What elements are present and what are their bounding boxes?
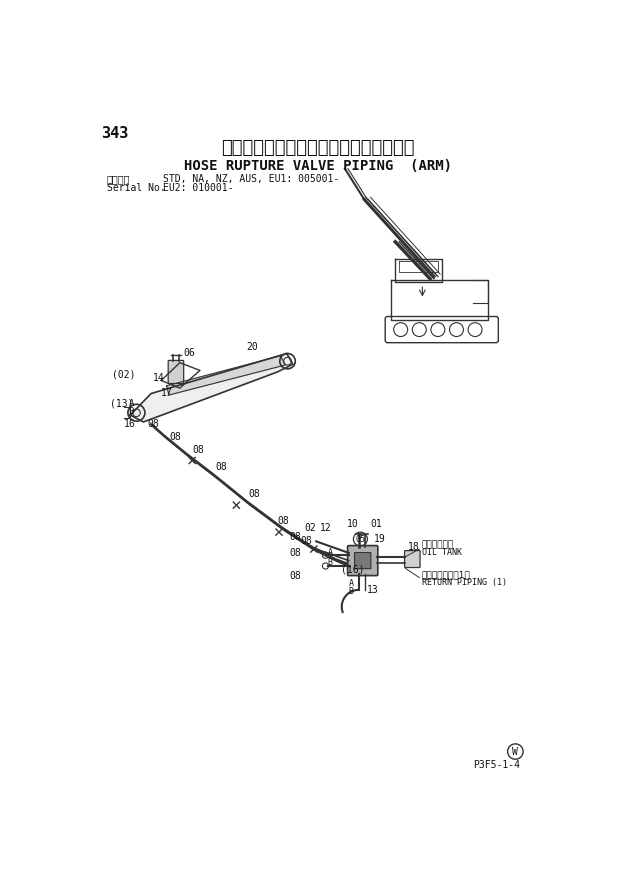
- Text: 01: 01: [371, 519, 382, 529]
- Text: 08: 08: [278, 516, 289, 526]
- Text: 12: 12: [320, 523, 332, 533]
- Text: P3F5-1-4: P3F5-1-4: [472, 760, 520, 770]
- FancyBboxPatch shape: [355, 553, 371, 568]
- FancyBboxPatch shape: [404, 551, 420, 567]
- Text: 19: 19: [374, 534, 386, 544]
- Text: (13): (13): [110, 398, 133, 409]
- FancyBboxPatch shape: [348, 546, 378, 575]
- Text: STD, NA, NZ, AUS, EU1: 005001-: STD, NA, NZ, AUS, EU1: 005001-: [162, 174, 339, 184]
- Text: EU2: 010001-: EU2: 010001-: [162, 183, 233, 193]
- Text: 08: 08: [148, 419, 159, 430]
- Text: 13: 13: [366, 585, 378, 595]
- Text: ホースラプチャーバルブ配管（アーム）: ホースラプチャーバルブ配管（アーム）: [221, 140, 415, 157]
- Text: 08: 08: [169, 432, 180, 443]
- Text: A: A: [129, 399, 134, 408]
- Text: 17: 17: [161, 388, 173, 398]
- Text: 08: 08: [192, 444, 204, 455]
- Text: 08: 08: [289, 571, 301, 581]
- Text: 16: 16: [124, 419, 136, 430]
- Text: W: W: [513, 746, 518, 757]
- Text: 18: 18: [408, 542, 419, 552]
- Text: 08: 08: [289, 533, 301, 542]
- Text: (16): (16): [341, 565, 365, 574]
- Text: 14: 14: [153, 373, 164, 383]
- Text: 08: 08: [289, 548, 301, 558]
- Text: B: B: [129, 408, 134, 416]
- Text: 343: 343: [100, 127, 128, 141]
- Text: RETURN PIPING (1): RETURN PIPING (1): [422, 578, 507, 587]
- Text: B: B: [348, 587, 354, 596]
- Text: リターン配管（1）: リターン配管（1）: [422, 570, 471, 579]
- Text: (02): (02): [112, 369, 135, 379]
- Text: 05: 05: [355, 534, 365, 544]
- Text: 10: 10: [347, 519, 359, 529]
- Text: 02: 02: [304, 523, 316, 533]
- FancyBboxPatch shape: [168, 361, 184, 383]
- Polygon shape: [130, 354, 293, 422]
- Text: B: B: [327, 558, 333, 567]
- Text: OIL TANK: OIL TANK: [422, 548, 462, 557]
- Polygon shape: [167, 356, 285, 395]
- Text: 08: 08: [216, 462, 227, 471]
- Text: 適用号機: 適用号機: [107, 174, 130, 184]
- Text: A: A: [327, 548, 333, 557]
- Text: 08: 08: [248, 490, 260, 499]
- Text: 06: 06: [184, 348, 195, 359]
- Text: 08: 08: [301, 536, 312, 546]
- Text: HOSE RUPTURE VALVE PIPING  (ARM): HOSE RUPTURE VALVE PIPING (ARM): [184, 159, 452, 173]
- Text: 20: 20: [247, 342, 258, 353]
- Text: Serial No.: Serial No.: [107, 183, 166, 193]
- Text: A: A: [348, 579, 354, 588]
- Text: オイルタンク: オイルタンク: [422, 540, 454, 550]
